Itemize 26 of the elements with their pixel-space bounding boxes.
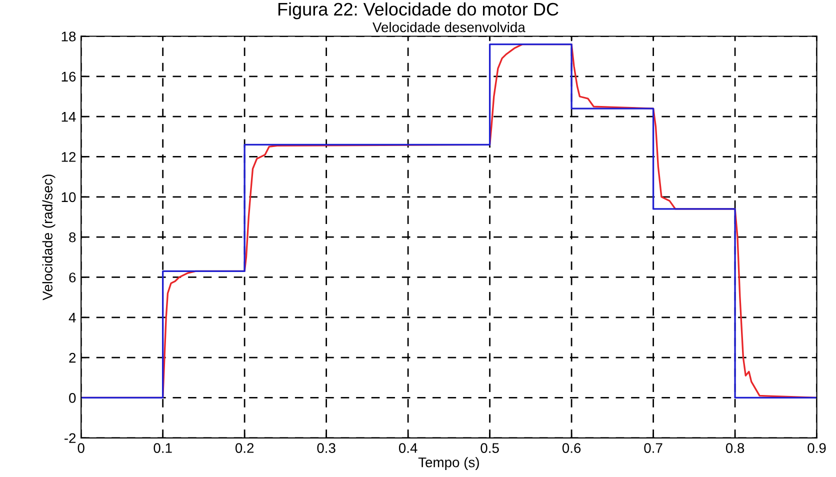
x-tick-label: 0.7 bbox=[644, 443, 662, 453]
x-tick-label: 0.2 bbox=[235, 443, 254, 453]
y-tick-label: 2 bbox=[69, 352, 76, 363]
y-tick-label: -2 bbox=[64, 433, 76, 443]
x-axis-title: Tempo (s) bbox=[418, 457, 479, 470]
y-axis-title: Velocidade (rad/sec) bbox=[42, 174, 56, 300]
x-tick-label: 0.6 bbox=[562, 443, 581, 453]
x-tick-label: 0 bbox=[78, 443, 84, 453]
y-tick-label: 0 bbox=[69, 393, 76, 403]
y-tick-label: 18 bbox=[62, 32, 76, 42]
y-tick-label: 14 bbox=[62, 112, 76, 122]
x-tick-label: 0.9 bbox=[808, 443, 826, 453]
y-tick-label: 8 bbox=[69, 232, 76, 242]
x-tick-label: 0.8 bbox=[726, 443, 744, 453]
y-tick-label: 10 bbox=[62, 192, 76, 202]
y-tick-label: 12 bbox=[62, 152, 76, 162]
line-series bbox=[81, 43, 817, 399]
x-tick-label: 0.5 bbox=[480, 443, 499, 453]
chart-subtitle: Velocidade desenvolvida bbox=[372, 22, 526, 32]
chart-title: Figura 22: Velocidade do motor DC bbox=[278, 2, 558, 20]
x-tick-label: 0.1 bbox=[154, 443, 172, 453]
y-tick-label: 6 bbox=[69, 272, 76, 282]
y-tick-label: 4 bbox=[68, 312, 76, 322]
y-tick-label: 16 bbox=[62, 72, 76, 82]
x-tick-label: 0.3 bbox=[317, 443, 336, 453]
x-tick-label: 0.4 bbox=[398, 443, 418, 453]
